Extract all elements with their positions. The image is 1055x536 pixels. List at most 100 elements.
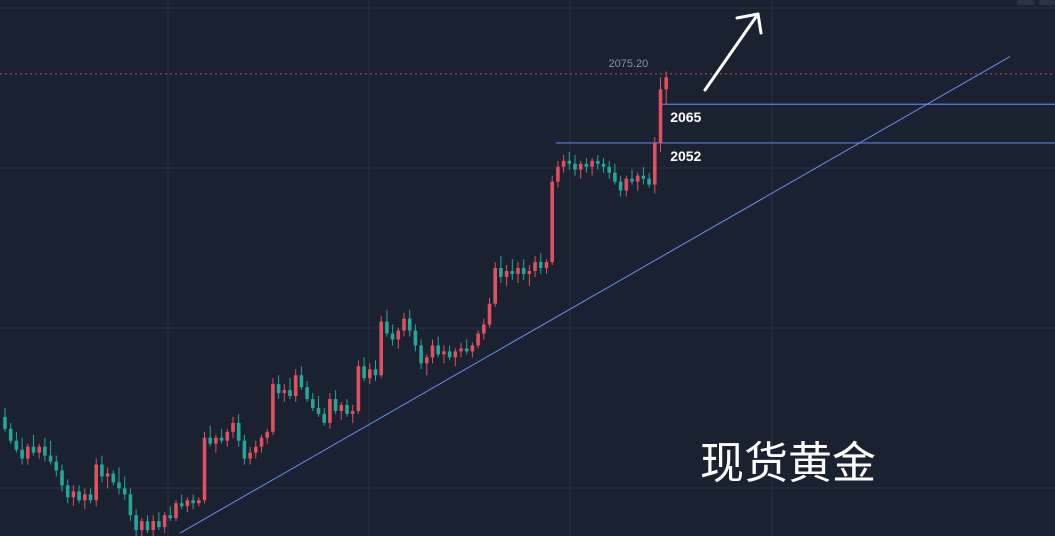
candle-body <box>225 431 230 441</box>
candle-body <box>37 446 41 453</box>
candle-body <box>527 270 532 274</box>
candle-body <box>31 446 36 453</box>
candle-body <box>219 437 224 441</box>
candle-body <box>613 172 617 182</box>
candle-body <box>83 494 87 501</box>
candle-body <box>350 410 355 414</box>
candle-body <box>111 473 116 483</box>
candle-body <box>550 181 554 263</box>
candle-body <box>231 422 235 432</box>
candle-body <box>493 268 497 304</box>
candle-body <box>664 77 668 90</box>
candle-body <box>373 369 378 376</box>
candle-body <box>271 384 275 432</box>
candle-body <box>3 416 7 429</box>
candle-body <box>333 399 338 411</box>
candle-body <box>242 440 247 459</box>
candle-body <box>345 404 349 414</box>
candle-body <box>430 345 435 358</box>
candle-body <box>54 461 59 471</box>
candle-body <box>322 413 326 423</box>
candle-body <box>305 387 309 400</box>
candle-body <box>544 262 549 268</box>
chart-title: 现货黄金 <box>700 438 876 489</box>
toolbar-button-right[interactable] <box>1039 0 1055 5</box>
candle-body <box>641 175 646 179</box>
candle-body <box>419 345 423 364</box>
trendline <box>179 56 1011 534</box>
candle-body <box>105 473 110 477</box>
candle-body <box>88 494 93 501</box>
candle-body <box>487 303 492 325</box>
candle-body <box>26 446 30 459</box>
candle-body <box>276 384 281 394</box>
candle-body <box>413 330 418 346</box>
candle-body <box>379 321 383 376</box>
candle-body <box>293 375 298 397</box>
candle-body <box>185 500 190 507</box>
candle-body <box>362 366 366 379</box>
candle-body <box>601 163 606 167</box>
candle-body <box>197 500 201 504</box>
candle-body <box>516 268 520 274</box>
candle-body <box>145 521 150 531</box>
candle-body <box>299 375 304 388</box>
candle-body <box>607 166 611 173</box>
candle-body <box>402 318 406 331</box>
arrow-up-icon <box>703 12 763 92</box>
candle-body <box>100 464 104 477</box>
candle-body <box>635 175 640 182</box>
candle-body <box>539 262 543 268</box>
candle-body <box>476 333 480 346</box>
candle-body <box>94 464 98 501</box>
candle-body <box>259 437 264 447</box>
candle-body <box>567 160 572 164</box>
candle-body <box>561 160 566 167</box>
candle-body <box>618 181 623 191</box>
candle-body <box>630 178 634 182</box>
candle-body <box>584 163 589 167</box>
candle-body <box>71 491 76 498</box>
candle-body <box>578 163 583 170</box>
candle-body <box>60 470 64 486</box>
candle-body <box>265 431 269 438</box>
candle-body <box>134 515 138 531</box>
candle-body <box>368 369 372 379</box>
candle-body <box>521 268 526 274</box>
candle-body <box>356 366 361 411</box>
candle-body <box>385 321 389 334</box>
candle-body <box>436 345 440 355</box>
candle-body <box>328 399 332 423</box>
candle-body <box>162 515 167 528</box>
candle-body <box>504 270 509 277</box>
candle-body <box>20 449 24 459</box>
candle-body <box>122 488 127 495</box>
candle-body <box>214 437 218 444</box>
candle-body <box>447 351 452 358</box>
candle-body <box>499 268 503 277</box>
candle-body <box>482 324 486 334</box>
candle-body <box>140 521 144 531</box>
candle-body <box>168 515 173 519</box>
candles <box>3 71 668 536</box>
candle-body <box>464 348 469 352</box>
candle-body <box>442 351 446 355</box>
candle-body <box>596 160 600 164</box>
candle-body <box>453 351 458 358</box>
candle-body <box>339 404 344 411</box>
candle-body <box>43 446 47 456</box>
toolbar-button-left[interactable] <box>1017 0 1035 5</box>
candle-body <box>653 142 657 185</box>
candle-body <box>282 390 287 394</box>
candle-body <box>470 345 475 352</box>
candle-body <box>128 494 133 516</box>
level-label-2052: 2052 <box>670 148 701 164</box>
candle-body <box>573 163 577 170</box>
candle-body <box>510 270 515 274</box>
candle-body <box>254 446 258 453</box>
candle-body <box>316 407 321 414</box>
candle-body <box>179 503 184 507</box>
candle-body <box>425 357 429 364</box>
